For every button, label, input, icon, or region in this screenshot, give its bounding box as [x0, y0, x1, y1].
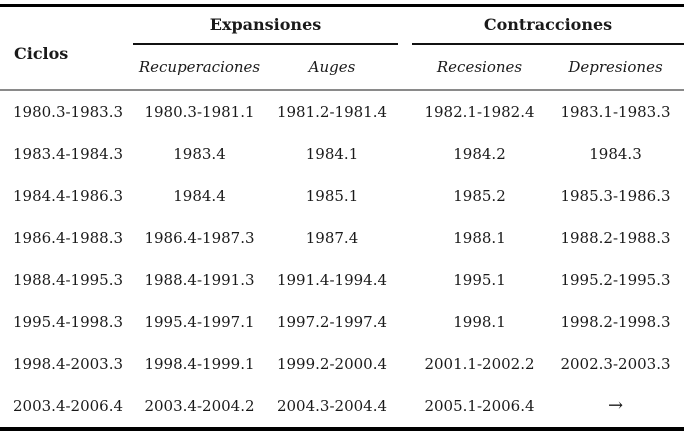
cell-auges: 1991.4-1994.4 [276, 270, 388, 289]
cell-depresiones: 1995.2-1995.3 [560, 270, 671, 289]
table-row: 1983.4-1984.3 1983.4 1984.1 1984.2 1984.… [0, 133, 684, 175]
continuation-arrow: → [607, 395, 624, 417]
cell-depresiones: 1998.2-1998.3 [560, 312, 671, 331]
cell-depresiones: 1988.2-1988.3 [560, 228, 671, 247]
col-header-ciclos: Ciclos [0, 5, 133, 91]
cell-ciclo: 1986.4-1988.3 [13, 228, 124, 247]
column-gap [398, 259, 412, 301]
cell-ciclo: 1983.4-1984.3 [13, 144, 124, 163]
cell-recuperaciones: 1998.4-1999.1 [144, 354, 255, 373]
cell-depresiones: 1985.3-1986.3 [560, 186, 671, 205]
table-row: 1995.4-1998.3 1995.4-1997.1 1997.2-1997.… [0, 301, 684, 343]
cell-recuperaciones: 1980.3-1981.1 [144, 102, 255, 121]
cell-auges: 2004.3-2004.4 [276, 396, 388, 415]
col-header-auges: Auges [266, 44, 398, 91]
cell-depresiones: 1984.3 [589, 144, 642, 163]
column-gap [398, 343, 412, 385]
cell-recesiones: 1985.2 [453, 186, 506, 205]
table-row: 2003.4-2006.4 2003.4-2004.2 2004.3-2004.… [0, 385, 684, 429]
cell-auges: 1999.2-2000.4 [276, 354, 388, 373]
cell-auges: 1981.2-1981.4 [276, 102, 388, 121]
column-gap [398, 175, 412, 217]
cell-auges: 1997.2-1997.4 [276, 312, 388, 331]
group-header-expansiones: Expansiones [133, 5, 398, 45]
table-row: 1986.4-1988.3 1986.4-1987.3 1987.4 1988.… [0, 217, 684, 259]
cell-recesiones: 2001.1-2002.2 [424, 354, 535, 373]
cell-recuperaciones: 1983.4 [173, 144, 226, 163]
group-header-contracciones: Contracciones [412, 5, 684, 45]
business-cycles-table: Ciclos Expansiones Contracciones Recuper… [0, 4, 684, 431]
table-row: 1998.4-2003.3 1998.4-1999.1 1999.2-2000.… [0, 343, 684, 385]
cell-recesiones: 1995.1 [453, 270, 506, 289]
cell-recesiones: 1984.2 [453, 144, 506, 163]
col-header-recesiones: Recesiones [412, 44, 547, 91]
cell-recuperaciones: 2003.4-2004.2 [144, 396, 255, 415]
col-header-depresiones: Depresiones [547, 44, 684, 91]
cell-ciclo: 1995.4-1998.3 [13, 312, 124, 331]
cell-depresiones: 1983.1-1983.3 [560, 102, 671, 121]
col-header-recuperaciones: Recuperaciones [133, 44, 266, 91]
cell-ciclo: 1988.4-1995.3 [13, 270, 124, 289]
cell-ciclo: 2003.4-2006.4 [13, 396, 124, 415]
cell-auges: 1987.4 [305, 228, 359, 247]
column-gap [398, 5, 412, 91]
cell-depresiones: 2002.3-2003.3 [560, 354, 671, 373]
group-header-row: Ciclos Expansiones Contracciones [0, 5, 684, 91]
cell-recuperaciones: 1995.4-1997.1 [144, 312, 255, 331]
subheader-row: Recuperaciones Auges Recesiones Depresio… [0, 44, 684, 91]
table-row: 1988.4-1995.3 1988.4-1991.3 1991.4-1994.… [0, 259, 684, 301]
column-gap [398, 217, 412, 259]
table-row: 1984.4-1986.3 1984.4 1985.1 1985.2 1985.… [0, 175, 684, 217]
cell-recuperaciones: 1988.4-1991.3 [144, 270, 255, 289]
cell-ciclo: 1984.4-1986.3 [13, 186, 124, 205]
cell-ciclo: 1980.3-1983.3 [13, 102, 124, 121]
cell-auges: 1985.1 [305, 186, 359, 205]
cell-ciclo: 1998.4-2003.3 [13, 354, 124, 373]
table-row: 1980.3-1983.3 1980.3-1981.1 1981.2-1981.… [0, 90, 684, 133]
column-gap [398, 385, 412, 429]
cell-recesiones: 1988.1 [453, 228, 506, 247]
cell-recesiones: 2005.1-2006.4 [424, 396, 535, 415]
column-gap [398, 301, 412, 343]
cell-recesiones: 1998.1 [453, 312, 506, 331]
cell-recuperaciones: 1986.4-1987.3 [144, 228, 255, 247]
column-gap [398, 90, 412, 133]
cell-recesiones: 1982.1-1982.4 [424, 102, 535, 121]
column-gap [398, 133, 412, 175]
cell-auges: 1984.1 [305, 144, 359, 163]
cell-recuperaciones: 1984.4 [173, 186, 226, 205]
